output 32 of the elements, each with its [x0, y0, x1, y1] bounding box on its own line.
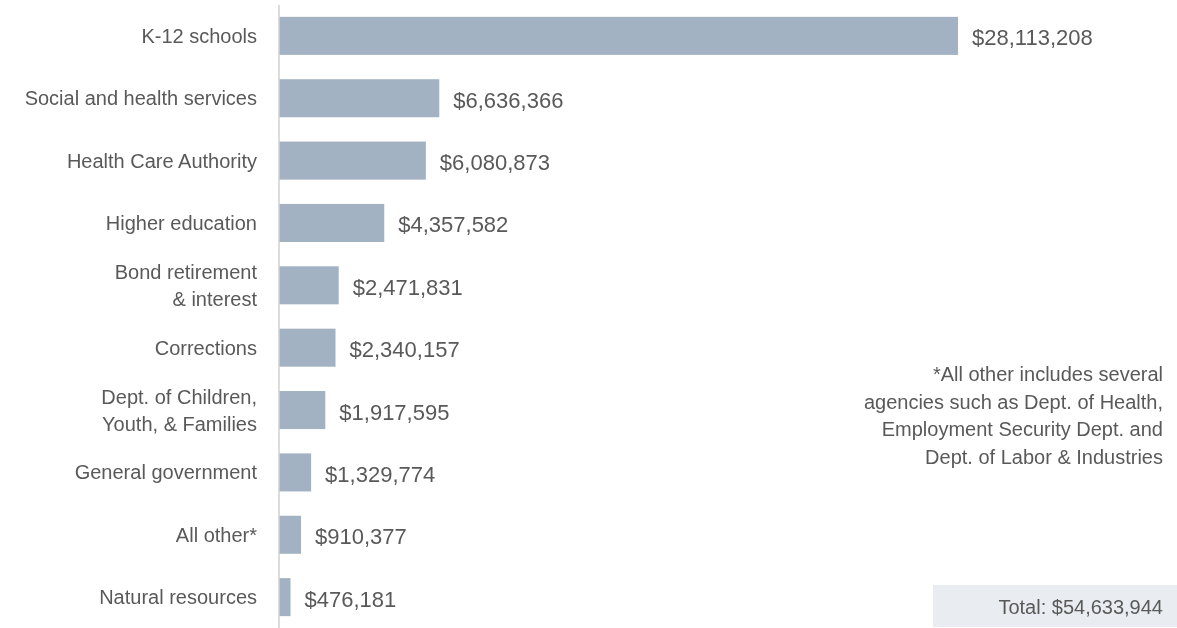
- bar: [279, 453, 312, 492]
- y-tick-label: Corrections: [154, 336, 257, 359]
- y-tick-label: K-12 schools: [141, 24, 257, 47]
- data-label: $1,917,595: [339, 399, 450, 425]
- bar: [279, 16, 958, 55]
- data-label: $476,181: [304, 586, 397, 612]
- data-label: $1,329,774: [325, 461, 436, 487]
- y-tick-label: Health Care Authority: [66, 149, 257, 172]
- y-tick-label: Bond retirement & interest: [114, 260, 258, 310]
- bar: [279, 328, 336, 367]
- y-tick-label: General government: [74, 461, 258, 484]
- y-tick-label: Social and health services: [24, 87, 257, 110]
- bar: [279, 203, 385, 242]
- annotation: *All other includes several agencies such as Dept. of Health, Employment Security Dept. and Dept. of Labor & Industries: [863, 363, 1163, 468]
- data-label: $6,080,873: [439, 150, 550, 176]
- data-label: $6,636,366: [453, 87, 564, 113]
- bar: [279, 141, 426, 180]
- y-tick-label: Higher education: [105, 211, 257, 234]
- data-label: $28,113,208: [972, 25, 1093, 51]
- bar: [279, 578, 291, 617]
- data-label: $4,357,582: [398, 212, 509, 238]
- bar: [279, 79, 440, 118]
- bar: [279, 391, 326, 430]
- data-label: $2,340,157: [349, 337, 460, 363]
- data-label: $910,377: [314, 524, 407, 550]
- y-tick-label: Dept. of Children, Youth, & Families: [101, 385, 257, 435]
- bar: [279, 515, 301, 554]
- y-tick-label: All other*: [175, 523, 258, 546]
- text: Total: $54,633,944: [998, 596, 1163, 618]
- y-tick-label: Natural resources: [99, 586, 257, 609]
- data-label: $2,471,831: [352, 274, 463, 300]
- bar: [279, 266, 339, 305]
